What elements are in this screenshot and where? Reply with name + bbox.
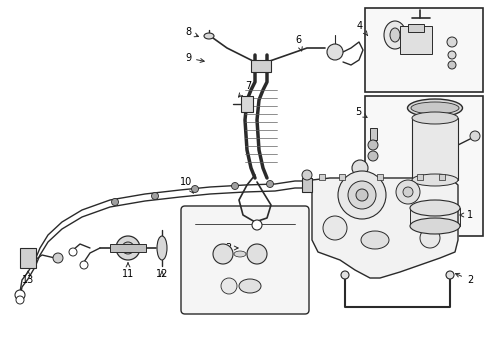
Circle shape [151,193,158,199]
Text: 13: 13 [22,271,34,285]
Circle shape [116,236,140,260]
Bar [364,96,482,236]
Text: 5: 5 [354,107,366,117]
Ellipse shape [239,279,261,293]
Circle shape [355,189,367,201]
Text: 1: 1 [459,210,472,220]
Circle shape [326,44,342,60]
Circle shape [323,216,346,240]
Bar [241,96,252,112]
Bar [411,118,457,180]
Circle shape [446,37,456,47]
Circle shape [445,271,453,279]
Circle shape [302,170,311,180]
FancyBboxPatch shape [181,206,308,314]
Bar [438,174,444,180]
Circle shape [111,198,118,206]
Circle shape [395,180,419,204]
Circle shape [402,187,412,197]
Circle shape [251,220,262,230]
Ellipse shape [411,112,457,124]
Ellipse shape [157,236,167,260]
Circle shape [340,271,348,279]
Circle shape [419,228,439,248]
Circle shape [53,253,63,263]
Circle shape [191,185,198,193]
Polygon shape [311,178,457,278]
Bar [110,244,146,252]
Bar [302,178,311,192]
Bar [407,24,423,32]
Text: 6: 6 [294,35,302,51]
Circle shape [447,51,455,59]
Ellipse shape [383,21,405,49]
Ellipse shape [409,200,459,216]
Bar [250,60,270,72]
Circle shape [337,171,385,219]
Bar [364,8,482,92]
Bar [399,26,431,54]
Text: 2: 2 [455,273,472,285]
Circle shape [351,160,367,176]
Circle shape [347,181,375,209]
Circle shape [16,296,24,304]
Ellipse shape [407,99,462,117]
Circle shape [80,261,88,269]
Text: 12: 12 [156,269,168,279]
Text: 11: 11 [122,263,134,279]
Bar [318,174,325,180]
Text: 10: 10 [180,177,193,193]
Ellipse shape [234,251,245,257]
Circle shape [69,248,77,256]
Text: 3: 3 [224,243,238,253]
Bar [20,248,36,268]
Ellipse shape [411,174,457,186]
Circle shape [15,290,25,300]
Ellipse shape [360,231,388,249]
Text: 7: 7 [238,81,251,97]
Bar [416,174,422,180]
Bar [409,208,459,226]
Bar [376,174,382,180]
Circle shape [266,180,273,188]
Circle shape [213,244,232,264]
Circle shape [367,140,377,150]
Text: 4: 4 [356,21,367,36]
Circle shape [246,244,266,264]
Text: 9: 9 [184,53,204,63]
Ellipse shape [389,28,399,42]
Circle shape [221,278,237,294]
Bar [338,174,345,180]
Circle shape [122,242,134,254]
Ellipse shape [410,102,458,114]
Circle shape [447,61,455,69]
Circle shape [469,131,479,141]
Circle shape [231,183,238,189]
Ellipse shape [409,218,459,234]
Bar [369,128,376,140]
Circle shape [367,151,377,161]
Text: 8: 8 [184,27,198,37]
Ellipse shape [203,33,214,39]
